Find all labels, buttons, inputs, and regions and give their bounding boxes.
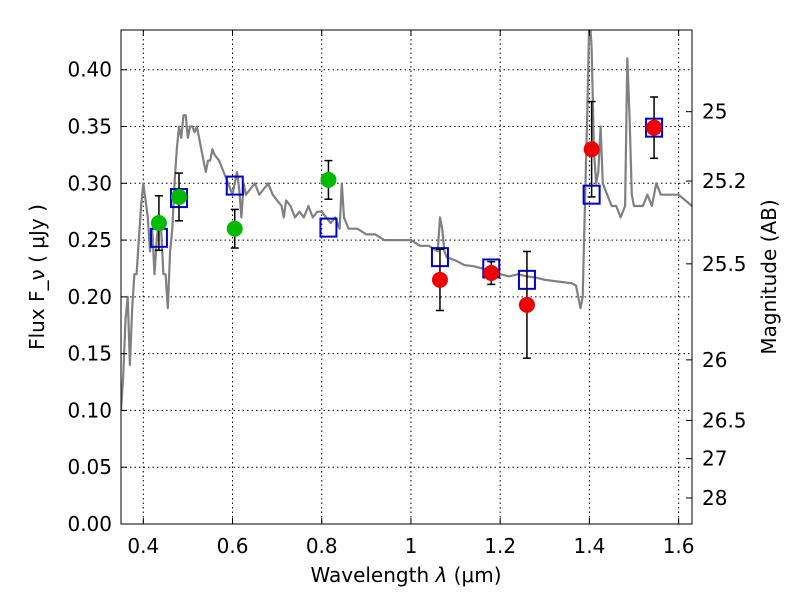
- x-tick-label: 1.4: [573, 534, 605, 558]
- optical-data-point: [226, 220, 243, 237]
- model-photometry-square: [319, 217, 338, 238]
- series-layer: [121, 30, 692, 411]
- y-tick-label: 0.30: [67, 171, 112, 195]
- x-axis-label: Wavelength λ (μm): [310, 563, 501, 587]
- y-tick-label: 0.35: [67, 115, 112, 139]
- y-tick-label: 0.40: [67, 58, 112, 82]
- x-axis-label-symbol: λ: [434, 563, 447, 587]
- y-tick-label: 0.00: [67, 512, 112, 536]
- optical-data-point: [320, 171, 337, 188]
- y-tick-label: 0.15: [67, 342, 112, 366]
- right-axis-label: Magnitude (AB): [757, 199, 781, 354]
- x-axis-label-prefix: Wavelength: [310, 563, 435, 587]
- x-tick-label: 1.6: [663, 534, 695, 558]
- x-tick-label: 1.2: [484, 534, 516, 558]
- x-tick-label: 0.8: [306, 534, 338, 558]
- right-tick-label: 27: [702, 447, 727, 471]
- right-tick-label: 25.5: [702, 252, 747, 276]
- plot-area: [121, 30, 692, 524]
- x-tick-label: 1: [405, 534, 418, 558]
- right-tick-label: 25.2: [702, 169, 747, 193]
- y-axis-label: Flux F_ν ( μJy ): [25, 204, 49, 350]
- nir-data-point: [583, 141, 600, 158]
- x-tick-label: 0.4: [127, 534, 159, 558]
- y-tick-label: 0.25: [67, 228, 112, 252]
- nir-data-point: [431, 271, 448, 288]
- model-photometry-square: [225, 175, 244, 196]
- right-tick-label: 26: [702, 348, 727, 372]
- nir-data-point: [483, 265, 500, 282]
- ticks: 0.4 0.6 0.8 1 1.2 1.4 1.6 0.00 0.05 0.10 0.15 0.20 0…: [67, 30, 747, 558]
- x-axis-label-unit: (μm): [447, 563, 501, 587]
- plot-frame: [120, 29, 693, 525]
- right-tick-label: 28: [702, 486, 727, 510]
- y-tick-label: 0.10: [67, 398, 112, 422]
- optical-data-point: [150, 215, 167, 232]
- y-tick-label: 0.20: [67, 285, 112, 309]
- right-tick-label: 25: [702, 100, 727, 124]
- x-tick-label: 0.6: [217, 534, 249, 558]
- y-tick-label: 0.05: [67, 455, 112, 479]
- nir-data-point: [646, 119, 663, 136]
- optical-data-point: [170, 188, 187, 205]
- model-sed-line: [121, 30, 692, 411]
- right-tick-label: 26.5: [702, 408, 747, 432]
- nir-data-point: [518, 296, 535, 313]
